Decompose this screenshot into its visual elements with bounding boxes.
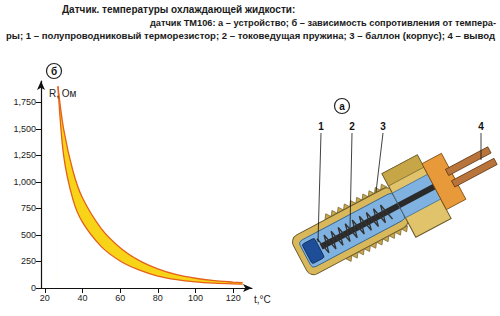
svg-text:60: 60: [115, 293, 125, 303]
svg-text:80: 80: [153, 293, 163, 303]
svg-text:750: 750: [21, 203, 36, 213]
svg-text:120: 120: [226, 293, 241, 303]
svg-text:0: 0: [31, 283, 36, 293]
svg-text:t,°C: t,°C: [254, 294, 271, 305]
svg-text:1,750: 1,750: [13, 97, 36, 107]
svg-text:1: 1: [318, 121, 324, 132]
svg-text:4: 4: [478, 121, 484, 132]
svg-text:ры; 1 – полупроводниковый терм: ры; 1 – полупроводниковый терморезистор;…: [6, 30, 495, 41]
svg-text:1,000: 1,000: [13, 177, 36, 187]
svg-text:Датчик. температуры охлаждающе: Датчик. температуры охлаждающей жидкости…: [62, 4, 295, 15]
svg-text:100: 100: [188, 293, 203, 303]
svg-text:R, Ом: R, Ом: [49, 88, 77, 99]
svg-text:1,250: 1,250: [13, 150, 36, 160]
svg-text:2: 2: [349, 121, 355, 132]
svg-text:а: а: [339, 101, 345, 112]
svg-text:1,500: 1,500: [13, 124, 36, 134]
svg-text:250: 250: [21, 256, 36, 266]
svg-text:3: 3: [380, 121, 386, 132]
svg-text:500: 500: [21, 230, 36, 240]
svg-text:б: б: [51, 66, 57, 77]
svg-text:датчик ТМ106: а – устройство;: датчик ТМ106: а – устройство; б – зависи…: [150, 17, 496, 28]
svg-text:40: 40: [77, 293, 87, 303]
svg-text:20: 20: [40, 293, 50, 303]
